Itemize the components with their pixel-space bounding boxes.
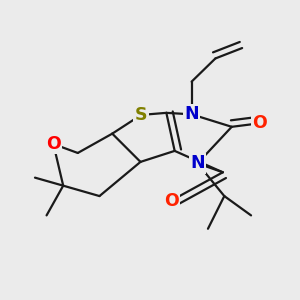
Text: S: S — [135, 106, 147, 124]
Text: O: O — [253, 114, 267, 132]
Text: O: O — [46, 135, 61, 153]
Text: N: N — [190, 154, 205, 172]
Text: N: N — [184, 105, 199, 123]
Text: O: O — [164, 191, 179, 209]
